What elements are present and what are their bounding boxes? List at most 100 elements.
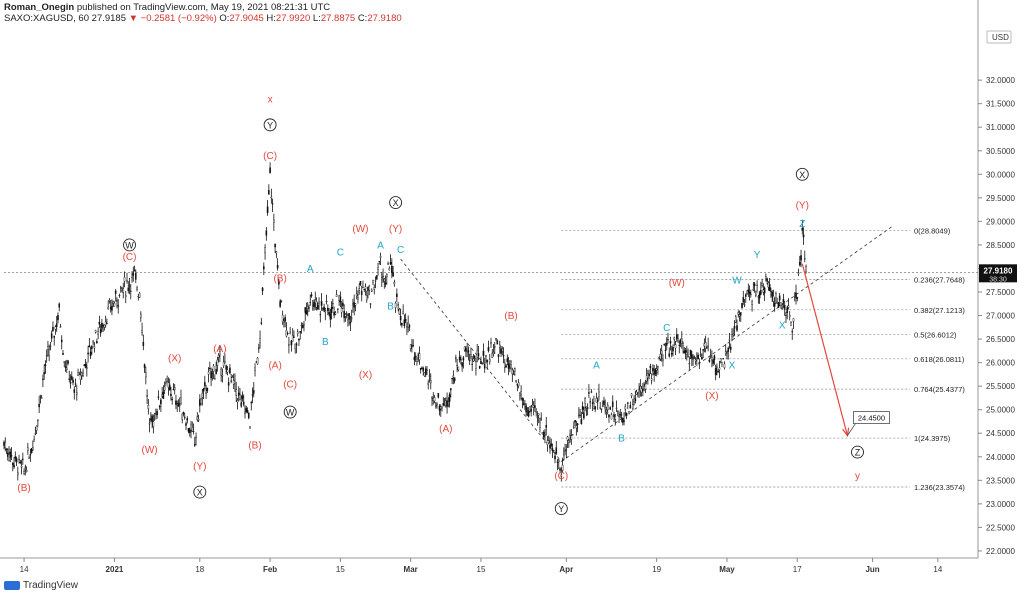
candle-body bbox=[83, 364, 86, 367]
author-name[interactable]: Roman_Onegin bbox=[4, 2, 75, 13]
y-tick-label: 26.5000 bbox=[986, 335, 1015, 344]
candle-body bbox=[453, 377, 456, 382]
candle-body bbox=[20, 465, 23, 468]
candle-body bbox=[134, 273, 137, 280]
y-tick-label: 22.5000 bbox=[986, 523, 1015, 532]
candle-body bbox=[486, 359, 489, 363]
candle-body bbox=[313, 302, 315, 308]
wave-label: B bbox=[387, 302, 394, 313]
candle-body bbox=[126, 280, 128, 282]
candle-body bbox=[274, 244, 276, 248]
candle-body bbox=[98, 321, 101, 325]
candle-body bbox=[427, 382, 430, 385]
last-price-tag-label: 27.9180 bbox=[984, 266, 1013, 275]
candle-body bbox=[362, 287, 364, 289]
candle-body bbox=[792, 318, 795, 322]
candle-body bbox=[23, 471, 25, 474]
candle-body bbox=[240, 402, 243, 407]
candle-body bbox=[345, 313, 348, 315]
candle-body bbox=[167, 382, 170, 388]
candle-body bbox=[542, 431, 545, 438]
candle-body bbox=[87, 352, 89, 355]
candle-body bbox=[141, 330, 143, 333]
candle-body bbox=[352, 303, 354, 305]
candle-body bbox=[791, 331, 794, 333]
candle-body bbox=[525, 405, 527, 413]
candle-body bbox=[276, 265, 279, 269]
candle-body bbox=[711, 357, 713, 361]
candle-body bbox=[642, 389, 644, 391]
candle-body bbox=[549, 445, 551, 449]
candle-body bbox=[300, 325, 303, 327]
candle-body bbox=[426, 369, 428, 371]
candle-body bbox=[795, 292, 797, 298]
candle-body bbox=[177, 402, 180, 406]
candle-body bbox=[441, 406, 443, 408]
c-value: 27.9180 bbox=[367, 13, 402, 24]
candle-body bbox=[132, 273, 135, 276]
wave-label: (Y) bbox=[193, 462, 206, 473]
candle-body bbox=[762, 289, 765, 293]
candle-body bbox=[584, 398, 586, 404]
candle-body bbox=[227, 382, 230, 386]
candle-body bbox=[347, 315, 349, 321]
x-tick-label: 2021 bbox=[106, 565, 124, 574]
published-info: published on TradingView.com, May 19, 20… bbox=[76, 2, 331, 13]
candle-body bbox=[60, 339, 63, 343]
candle-body bbox=[112, 301, 114, 304]
candle-body bbox=[283, 320, 285, 323]
candle-body bbox=[197, 418, 200, 421]
candle-body bbox=[419, 368, 422, 370]
candle-body bbox=[492, 352, 495, 354]
candle-body bbox=[640, 388, 643, 393]
wave-label: (B) bbox=[17, 483, 30, 494]
wave-circle bbox=[263, 118, 277, 132]
candle-body bbox=[615, 407, 618, 409]
candle-body bbox=[665, 343, 668, 346]
candle-body bbox=[368, 285, 371, 291]
candle-body bbox=[209, 368, 211, 370]
candle-body bbox=[719, 358, 722, 362]
candle-body bbox=[488, 358, 491, 362]
candle-body bbox=[692, 358, 694, 360]
candle-body bbox=[504, 362, 506, 368]
candle-body bbox=[150, 418, 152, 421]
wave-label: x bbox=[268, 94, 273, 105]
candle-body bbox=[70, 376, 73, 380]
candle-body bbox=[97, 331, 99, 335]
candle-body bbox=[309, 302, 312, 304]
x-tick-label: 17 bbox=[793, 565, 802, 574]
candle-body bbox=[193, 444, 196, 446]
candle-body bbox=[458, 356, 461, 361]
candle-body bbox=[443, 398, 446, 400]
candle-body bbox=[515, 379, 517, 382]
fib-level-label: 1.236(23.3574) bbox=[914, 483, 965, 492]
candle-body bbox=[333, 311, 335, 316]
candle-body bbox=[79, 375, 82, 380]
candle-body bbox=[588, 392, 590, 394]
candle-body bbox=[432, 398, 435, 401]
candle-body bbox=[222, 361, 225, 366]
candle-body bbox=[315, 301, 318, 308]
candle-body bbox=[65, 367, 68, 370]
candle-body bbox=[573, 426, 575, 429]
candle-body bbox=[122, 288, 125, 293]
candle-body bbox=[107, 306, 109, 310]
symbol-label[interactable]: SAXO:XAGUSD, 60 bbox=[4, 13, 90, 24]
candle-body bbox=[114, 290, 117, 294]
candle-body bbox=[775, 293, 777, 298]
candle-body bbox=[133, 270, 136, 272]
candle-body bbox=[138, 293, 141, 298]
candle-body bbox=[78, 373, 81, 375]
candle-body bbox=[638, 389, 640, 392]
candle-body bbox=[74, 383, 77, 385]
candle-body bbox=[706, 347, 708, 349]
candle-body bbox=[657, 366, 659, 368]
candle-body bbox=[629, 405, 632, 409]
candle-body bbox=[493, 346, 496, 348]
wave-label-circled: W bbox=[125, 240, 134, 250]
candle-body bbox=[741, 302, 743, 309]
candle-body bbox=[207, 371, 210, 375]
candle-body bbox=[24, 466, 27, 468]
